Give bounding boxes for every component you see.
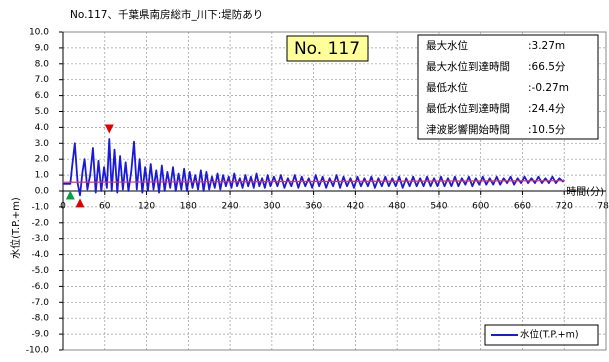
- x-axis-title: 時間(分): [566, 186, 604, 198]
- y-tick-label: 3.0: [35, 139, 50, 149]
- info-label: 津波影響開始時間: [426, 123, 510, 136]
- y-tick-label: 7.0: [35, 75, 50, 85]
- y-tick-label: 2.0: [35, 155, 50, 165]
- x-tick-label: 480: [389, 202, 406, 212]
- info-value: :3.27m: [528, 40, 565, 52]
- y-tick-label: 5.0: [35, 107, 50, 117]
- info-label: 最大水位: [426, 39, 468, 52]
- info-value: :66.5分: [528, 61, 566, 73]
- y-tick-label: -3.0: [31, 234, 49, 244]
- marker: [65, 190, 75, 200]
- mean-line: [62, 180, 565, 183]
- marker: [104, 124, 114, 134]
- y-tick-label: 9.0: [35, 43, 50, 53]
- info-label: 最大水位到達時間: [426, 60, 510, 73]
- x-tick-label: 720: [556, 202, 573, 212]
- y-tick-label: 10.0: [29, 28, 49, 38]
- marker: [75, 198, 85, 208]
- x-tick-label: 120: [138, 202, 155, 212]
- badge: No. 117: [294, 39, 360, 59]
- chart-title: No.117、千葉県南房総市_川下:堤防あり: [70, 8, 263, 21]
- data-line: [63, 138, 565, 197]
- y-tick-label: -1.0: [31, 202, 49, 212]
- x-tick-label: 300: [263, 202, 280, 212]
- y-axis-title: 水位(T.P.+m): [9, 197, 22, 259]
- y-tick-label: 8.0: [35, 59, 50, 69]
- info-box: [417, 34, 599, 140]
- legend-label: 水位(T.P.+m): [520, 329, 579, 341]
- info-label: 最低水位: [426, 81, 468, 94]
- y-tick-label: -4.0: [31, 250, 49, 260]
- y-tick-label: -6.0: [31, 282, 49, 292]
- info-value: :24.4分: [528, 103, 566, 115]
- badge-box: [286, 35, 369, 62]
- y-tick-label: 6.0: [35, 91, 50, 101]
- info-value: :10.5分: [528, 124, 566, 136]
- x-tick-label: 180: [180, 202, 197, 212]
- info-value: :-0.27m: [528, 82, 569, 94]
- info-label: 最低水位到達時間: [426, 102, 510, 115]
- y-tick-label: -9.0: [31, 330, 49, 340]
- legend: [484, 324, 599, 346]
- plot: [62, 124, 565, 208]
- x-tick-label: 540: [430, 202, 447, 212]
- y-tick-label: -10.0: [26, 346, 50, 356]
- y-tick-label: -5.0: [31, 266, 49, 276]
- y-tick-label: -7.0: [31, 298, 49, 308]
- x-tick-label: 420: [347, 202, 364, 212]
- legend-entries: 水位(T.P.+m): [491, 329, 579, 341]
- x-tick-label: 240: [221, 202, 238, 212]
- y-tick-label: 0.0: [35, 187, 50, 197]
- y-tick-label: 1.0: [35, 171, 50, 181]
- y-tick-label: -8.0: [31, 314, 49, 324]
- x-tick-label: 600: [472, 202, 489, 212]
- x-tick-label: 60: [99, 202, 111, 212]
- x-tick-label: 780: [597, 202, 609, 212]
- x-tick-label: 660: [514, 202, 531, 212]
- y-tick-label: 4.0: [35, 123, 50, 133]
- y-tick-label: -2.0: [31, 218, 49, 228]
- x-tick-label: 360: [305, 202, 322, 212]
